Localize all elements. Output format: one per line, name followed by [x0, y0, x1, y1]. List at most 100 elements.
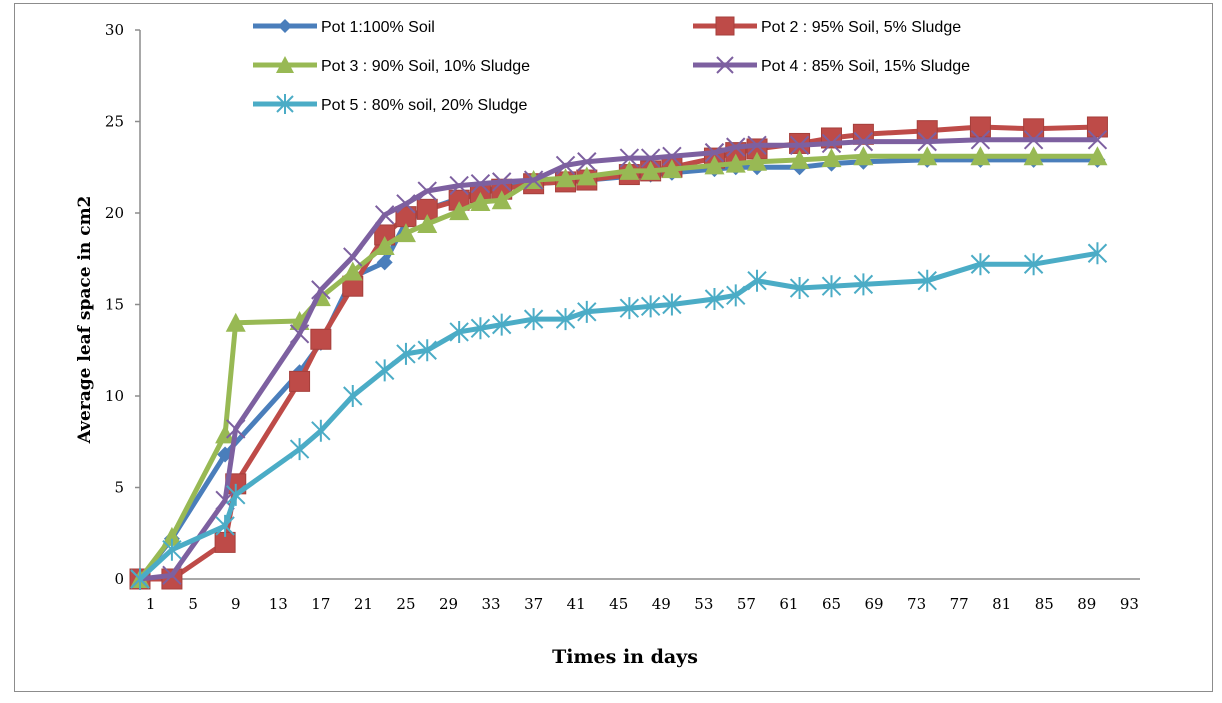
series-5-point [619, 297, 640, 320]
series-4-point [619, 148, 640, 168]
x-tick-label: 41 [567, 595, 586, 613]
series-4-point [417, 181, 437, 201]
series-4-point [789, 135, 810, 155]
series-4-point [396, 194, 416, 214]
series-5-point [215, 514, 235, 537]
series-5-point [417, 339, 437, 362]
series-4-point [289, 324, 310, 344]
x-tick-label: 33 [482, 595, 501, 613]
legend-label: Pot 4 : 85% Soil, 15% Sludge [761, 58, 970, 75]
x-tick-label: 57 [737, 595, 756, 613]
x-tick-label: 85 [1035, 595, 1054, 613]
series-3-point [161, 526, 182, 546]
series-3-point [555, 168, 576, 188]
legend-item-3: Pot 3 : 90% Soil, 10% Sludge [253, 56, 530, 75]
x-tick-label: 5 [188, 595, 198, 613]
series-5-point [1023, 253, 1044, 276]
series-5-point [577, 300, 597, 323]
series-5-point [970, 253, 991, 276]
series-4-point [523, 170, 544, 190]
series-layer [129, 116, 1108, 590]
series-2-point [310, 328, 332, 350]
legend-swatch-marker [278, 19, 292, 33]
series-5-point [130, 568, 150, 590]
series-3-point [1023, 146, 1044, 166]
series-5-point [491, 313, 512, 336]
series-3-line [138, 153, 1098, 581]
series-2-point [916, 120, 938, 142]
series-5-point [449, 320, 469, 343]
series-4-point [821, 133, 842, 154]
series-4-point [491, 172, 512, 192]
legend-item-1: Pot 1:100% Soil [253, 19, 435, 36]
x-tick-label: 73 [907, 595, 926, 613]
y-ticks: 0 5 10 15 20 25 30 [105, 21, 140, 588]
chart-frame [14, 3, 1213, 692]
y-tick-label: 30 [105, 21, 124, 39]
x-tick-label: 49 [652, 595, 671, 613]
series-5-point [726, 284, 746, 307]
series-5-point [374, 359, 395, 382]
series-4 [130, 130, 1108, 589]
series-5 [130, 242, 1108, 590]
series-3-point [661, 159, 682, 179]
legend-swatch-marker [276, 56, 294, 73]
series-4-point [970, 130, 991, 150]
x-tick-label: 65 [822, 595, 841, 613]
series-4-point [470, 174, 491, 194]
series-2-point [1023, 118, 1045, 140]
series-4-point [226, 419, 246, 439]
series-3-point [789, 149, 810, 169]
legend-label: Pot 5 : 80% soil, 20% Sludge [321, 97, 527, 114]
series-4-point [662, 146, 682, 166]
series-4-point [343, 247, 363, 267]
x-tick-label: 17 [311, 595, 330, 613]
series-4-point [726, 137, 746, 157]
series-4-line [139, 137, 1098, 582]
legend-item-5: Pot 5 : 80% soil, 20% Sludge [253, 94, 527, 114]
y-tick-label: 10 [105, 387, 124, 405]
series-4-point [1023, 130, 1044, 150]
series-3-point [576, 166, 597, 186]
x-ticks: 1 5 9 13 17 21 25 29 33 37 41 45 49 53 57 61 65 69 73 77 81 8… [146, 595, 1139, 613]
series-3-point [747, 151, 768, 171]
x-tick-label: 29 [439, 595, 458, 613]
series-4-point [853, 131, 874, 152]
x-tick-label: 53 [694, 595, 713, 613]
x-tick-label: 89 [1077, 595, 1096, 613]
series-5-point [226, 483, 246, 506]
axes [139, 30, 1140, 580]
x-tick-label: 9 [231, 595, 241, 613]
series-4-point [162, 565, 182, 586]
series-3-point [619, 160, 640, 180]
series-5-point [470, 317, 491, 340]
series-5-point [662, 293, 682, 316]
series-3-point [821, 148, 842, 168]
series-3-point [449, 201, 470, 221]
series-1-point [376, 254, 393, 271]
series-5-point [343, 385, 363, 407]
series-3-point [853, 146, 874, 166]
series-5-point [311, 419, 331, 442]
x-tick-label: 77 [950, 595, 969, 613]
y-tick-label: 15 [105, 296, 124, 314]
series-3-point [725, 153, 746, 173]
series-3-point [917, 146, 938, 166]
series-5-point [821, 275, 842, 298]
series-5-point [162, 538, 182, 561]
series-5-point [640, 295, 661, 318]
legend: Pot 1:100% Soil Pot 2 : 95% Soil, 5% Slud… [253, 16, 970, 114]
y-tick-label: 5 [114, 479, 124, 497]
series-3-point [225, 312, 246, 332]
x-tick-label: 45 [609, 595, 628, 613]
x-tick-label: 69 [864, 595, 883, 613]
series-4-point [1087, 130, 1108, 150]
series-3-point [374, 235, 395, 255]
series-4-point [747, 135, 767, 155]
x-tick-label: 81 [992, 595, 1011, 613]
series-5-point [789, 277, 810, 300]
series-2-line [140, 124, 1098, 582]
series-4-point [374, 205, 395, 225]
series-3-point [704, 155, 725, 175]
